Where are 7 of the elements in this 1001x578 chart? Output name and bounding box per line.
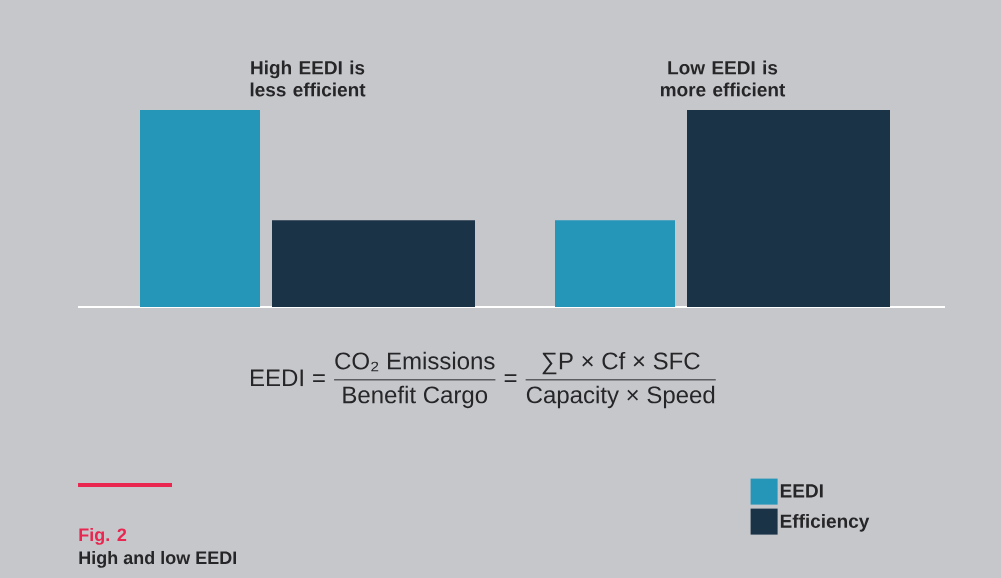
text: High and low EEDI (79, 550, 237, 568)
x-tick-label: High EEDI is less efficient (250, 60, 366, 97)
x-tick-label: Low EEDI is more efficient (660, 60, 786, 97)
text: $\text{EEDI}\mathrel{\text{=}}\frac{\text{CO₂ Emissions}}{\text{Benefit Cargo}}\mathrel{\text{=}}\frac{\text{∑P × Cf × SFC}}{\text{Capacity × Speed}}$ (251, 351, 716, 409)
legend-label: EEDI (780, 484, 823, 498)
legend-label: Efficiency (780, 513, 870, 532)
caption: Fig. 2 (79, 527, 127, 545)
